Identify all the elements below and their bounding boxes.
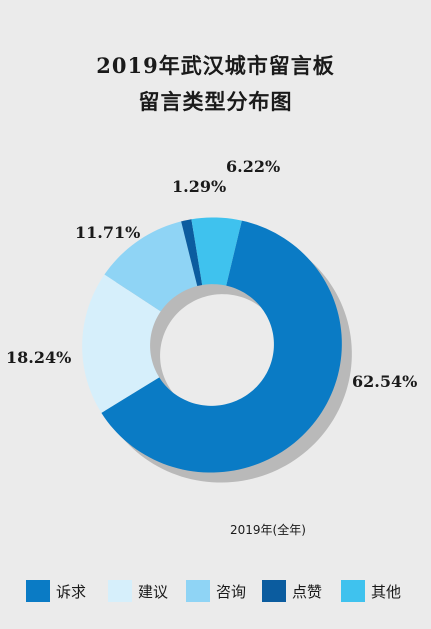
chart-title-line-1: 2019年武汉城市留言板 bbox=[96, 53, 335, 78]
donut-slice-4 bbox=[181, 219, 203, 287]
slice-label-1: 62.54% bbox=[352, 372, 417, 391]
legend-label-5: 其他 bbox=[371, 582, 402, 601]
legend-swatch-4 bbox=[262, 580, 286, 602]
legend-swatch-2 bbox=[108, 580, 132, 602]
slice-label-2: 18.24% bbox=[6, 348, 71, 367]
legend-item-4: 点赞 bbox=[262, 578, 322, 604]
chart-subtitle: 2019年(全年) bbox=[230, 523, 306, 537]
legend-label-4: 点赞 bbox=[292, 582, 323, 601]
legend-swatch-1 bbox=[26, 580, 50, 602]
slice-label-4: 1.29% bbox=[172, 177, 226, 196]
chart-title-line-2: 留言类型分布图 bbox=[138, 89, 293, 114]
legend-item-3: 咨询 bbox=[186, 578, 246, 604]
legend-label-1: 诉求 bbox=[56, 582, 87, 601]
chart-legend: 诉求 建议 咨询 点赞 其他 bbox=[0, 578, 431, 604]
legend-label-3: 咨询 bbox=[216, 582, 247, 601]
legend-item-1: 诉求 bbox=[26, 578, 86, 604]
legend-swatch-3 bbox=[186, 580, 210, 602]
legend-item-2: 建议 bbox=[108, 578, 168, 604]
legend-label-2: 建议 bbox=[138, 582, 169, 601]
slice-label-5: 6.22% bbox=[226, 157, 280, 176]
slice-label-3: 11.71% bbox=[75, 223, 140, 242]
donut-slice-1 bbox=[101, 220, 342, 473]
donut-slice-3 bbox=[104, 221, 198, 312]
donut-chart: 62.54% 18.24% 11.71% 1.29%6.22% bbox=[6, 157, 417, 483]
legend-swatch-5 bbox=[341, 580, 365, 602]
legend-item-5: 其他 bbox=[341, 578, 401, 604]
donut-slice-5 bbox=[191, 217, 242, 286]
donut-slice-2 bbox=[82, 274, 161, 413]
